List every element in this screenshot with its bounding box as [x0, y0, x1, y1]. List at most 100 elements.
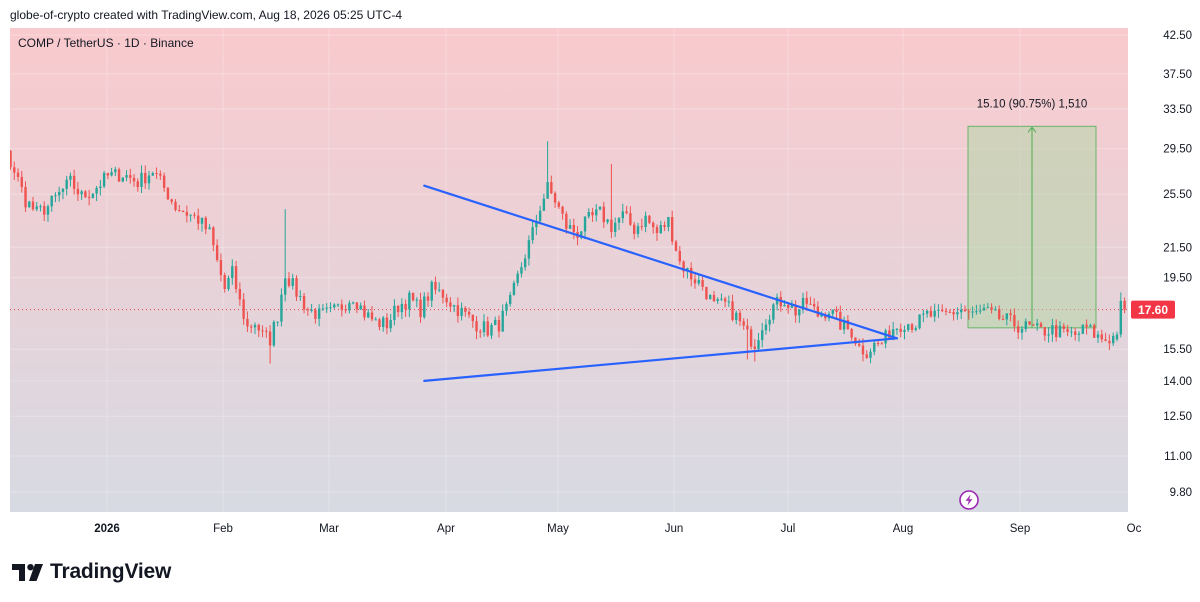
- candle-body: [411, 292, 415, 301]
- candle-body: [1108, 340, 1111, 344]
- candle-up: [831, 309, 834, 317]
- candle-body: [550, 182, 553, 194]
- candle-up: [494, 316, 497, 326]
- candle-body: [880, 343, 884, 345]
- candle-body: [1051, 325, 1054, 335]
- candle-up: [727, 295, 731, 307]
- candle-up: [121, 177, 125, 183]
- candle-body: [720, 298, 723, 300]
- candle-up: [542, 193, 546, 212]
- candle-body: [1005, 313, 1008, 320]
- candle-up: [147, 170, 151, 190]
- candle-body: [467, 311, 471, 315]
- candle-down: [344, 304, 347, 314]
- candle-body: [723, 298, 727, 302]
- candle-down: [355, 302, 359, 314]
- candle-body: [272, 321, 276, 346]
- candle-down: [170, 198, 173, 205]
- candle-down: [633, 222, 636, 240]
- candle-body: [231, 266, 234, 278]
- candle-body: [106, 173, 110, 176]
- chart-area[interactable]: 15.10 (90.75%) 1,510 42.50 37.50 33.50 29.5…: [0, 28, 1198, 542]
- candle-up: [933, 303, 936, 322]
- candle-body: [208, 227, 211, 230]
- time-tick-label: May: [547, 523, 569, 535]
- candle-up: [351, 301, 355, 305]
- candle-body: [812, 303, 816, 307]
- candle-body: [761, 330, 764, 341]
- candle-body: [325, 307, 328, 309]
- candle-down: [302, 293, 306, 314]
- candle-body: [1055, 325, 1058, 338]
- candle-down: [486, 316, 489, 338]
- candle-down: [701, 274, 704, 291]
- candle-body: [46, 206, 50, 215]
- candle-body: [1013, 314, 1016, 327]
- candle-down: [223, 272, 226, 293]
- candle-body: [786, 304, 790, 308]
- candle-body: [475, 321, 478, 332]
- candle-up: [508, 291, 512, 307]
- candle-down: [396, 304, 400, 317]
- candle-up: [91, 193, 95, 199]
- candle-body: [57, 191, 61, 196]
- price-axis[interactable]: 42.50 37.50 33.50 29.50 25.50 21.50 19.50 15.50…: [1131, 30, 1192, 499]
- candle-body: [508, 295, 512, 305]
- tradingview-brand[interactable]: TradingView: [12, 560, 171, 584]
- candle-body: [227, 277, 230, 289]
- candle-body: [644, 215, 647, 228]
- candle-body: [215, 245, 219, 261]
- candle-down: [910, 322, 914, 333]
- candle-up: [1119, 292, 1122, 338]
- candle-body: [960, 309, 963, 313]
- candle-body: [197, 215, 200, 224]
- candlestick-chart[interactable]: 15.10 (90.75%) 1,510 42.50 37.50 33.50 29.5…: [0, 28, 1198, 542]
- candle-up: [208, 224, 211, 230]
- time-axis[interactable]: 2026 Feb Mar Apr May Jun Jul Aug Sep Oc: [94, 523, 1141, 535]
- lightning-icon[interactable]: [959, 490, 979, 510]
- candle-body: [678, 250, 681, 262]
- candle-up: [28, 200, 31, 208]
- candle-body: [1024, 321, 1027, 330]
- candle-down: [257, 323, 260, 338]
- candle-down: [162, 172, 166, 192]
- candle-down: [441, 289, 445, 304]
- candle-up: [482, 314, 486, 337]
- trendlines[interactable]: [423, 184, 899, 382]
- measure-tool[interactable]: 15.10 (90.75%) 1,510: [967, 98, 1097, 329]
- candle-up: [956, 307, 959, 320]
- price-tick-label: 42.50: [1163, 30, 1192, 42]
- candle-body: [84, 191, 87, 198]
- candle-body: [1085, 324, 1088, 327]
- candle-body: [705, 286, 708, 300]
- candle-up: [99, 179, 102, 196]
- candle-down: [1093, 323, 1096, 339]
- candle-down: [475, 316, 478, 340]
- candle-up: [1089, 323, 1092, 327]
- candle-down: [786, 302, 790, 314]
- candle-body: [986, 307, 989, 309]
- candle-down: [159, 170, 162, 180]
- trendline[interactable]: [423, 337, 899, 382]
- candle-body: [419, 299, 422, 318]
- candle-body: [1096, 334, 1100, 338]
- candle-down: [306, 307, 310, 316]
- candle-body: [701, 280, 704, 287]
- candle-down: [1108, 334, 1111, 351]
- candle-up: [253, 322, 257, 335]
- candle-down: [705, 286, 708, 301]
- candle-body: [742, 321, 745, 326]
- current-price-badge[interactable]: [1131, 300, 1175, 319]
- candle-down: [742, 318, 745, 330]
- trendline[interactable]: [423, 184, 899, 340]
- candle-body: [28, 201, 31, 208]
- candle-up: [280, 288, 283, 327]
- candle-body: [151, 173, 154, 176]
- candle-down: [268, 325, 272, 364]
- candle-down: [824, 312, 827, 322]
- time-axis-background: [10, 512, 1198, 542]
- candle-body: [1112, 335, 1115, 344]
- candle-body: [438, 289, 441, 291]
- candle-down: [816, 301, 820, 318]
- footer: TradingView: [0, 542, 1200, 602]
